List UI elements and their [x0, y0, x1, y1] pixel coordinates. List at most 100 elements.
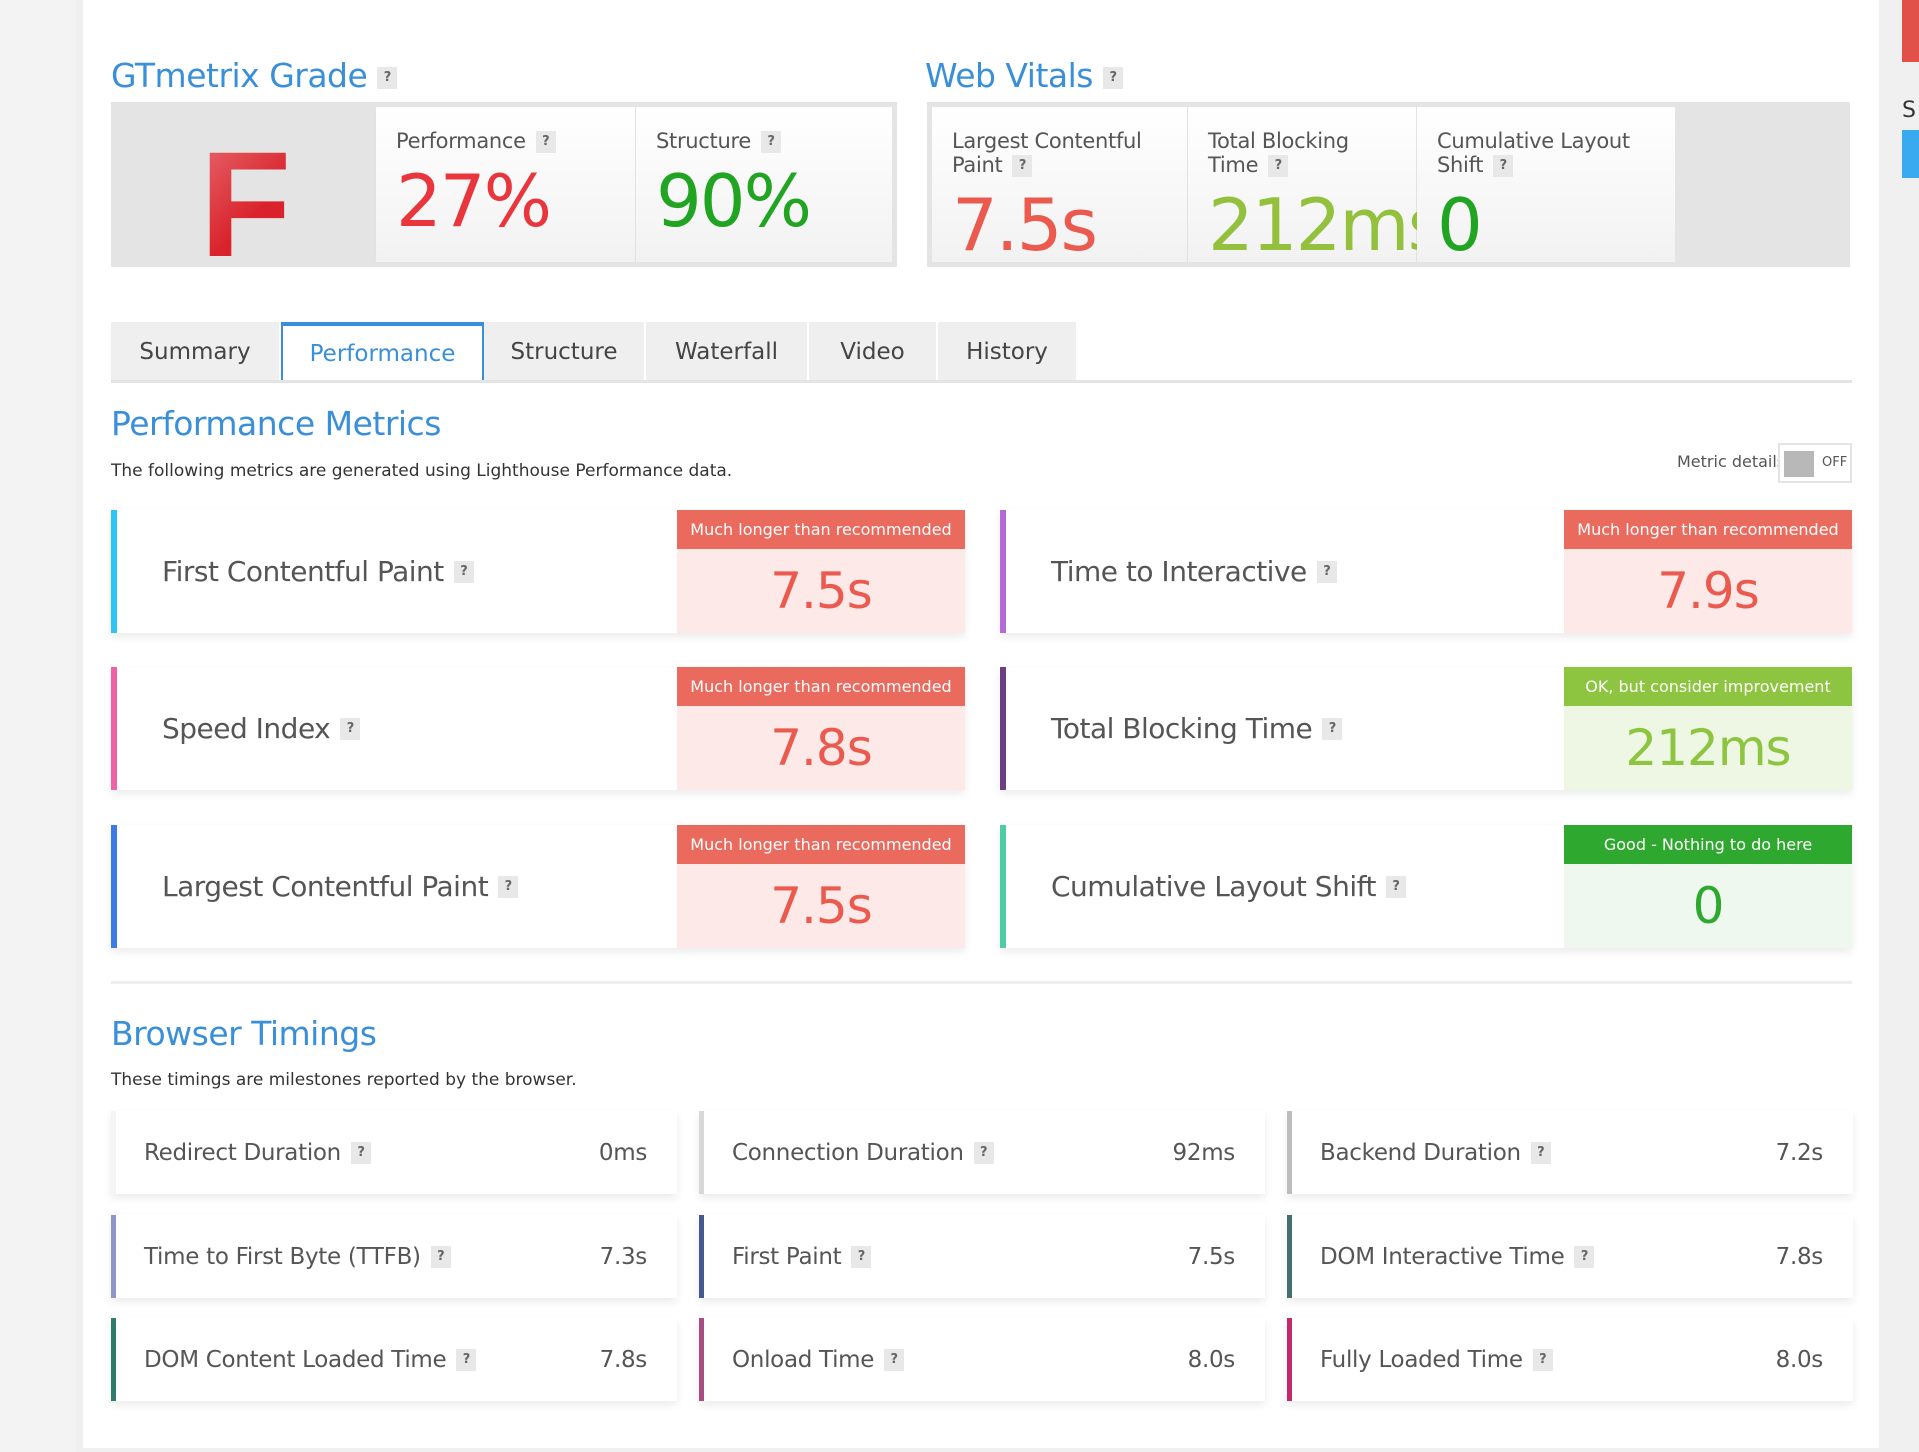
- help-icon[interactable]: ?: [1532, 1349, 1553, 1371]
- tab-video[interactable]: Video: [809, 322, 938, 382]
- metric-value: 7.8s: [677, 706, 965, 790]
- gtmetrix-grade-title: GTmetrix Grade: [111, 56, 368, 95]
- metric-badge: Much longer than recommended 7.5s: [677, 510, 965, 633]
- help-icon[interactable]: ?: [430, 1246, 451, 1268]
- metric-card-cumulative-layout-shift: Cumulative Layout Shift? Good - Nothing …: [1000, 825, 1852, 948]
- timing-value: 7.3s: [599, 1243, 648, 1270]
- performance-metrics-subtitle: The following metrics are generated usin…: [111, 461, 733, 481]
- timing-value: 7.8s: [1775, 1243, 1824, 1270]
- timing-name-row: Backend Duration?: [1320, 1140, 1776, 1166]
- structure-value: 90%: [656, 159, 812, 243]
- timing-name: Connection Duration: [732, 1139, 964, 1166]
- tab-summary[interactable]: Summary: [111, 322, 281, 382]
- timing-card-onload-time: Onload Time? 8.0s: [699, 1318, 1265, 1401]
- browser-timings-heading: Browser Timings: [111, 1014, 377, 1053]
- timing-name: DOM Interactive Time: [1320, 1243, 1565, 1270]
- timing-name: Backend Duration: [1320, 1139, 1521, 1166]
- vital-label-row: Total Blocking Time?: [1208, 129, 1396, 177]
- help-icon[interactable]: ?: [1012, 155, 1033, 177]
- tab-structure[interactable]: Structure: [484, 322, 646, 382]
- metric-card-time-to-interactive: Time to Interactive? Much longer than re…: [1000, 510, 1852, 633]
- vital-total-blocking-time: Total Blocking Time? 212ms: [1188, 107, 1445, 267]
- help-icon[interactable]: ?: [1268, 155, 1289, 177]
- help-icon[interactable]: ?: [377, 66, 398, 89]
- timing-card-dom-content-loaded-time: DOM Content Loaded Time? 7.8s: [111, 1318, 677, 1401]
- side-share-label-fragment: S: [1902, 98, 1916, 123]
- vital-value: 0: [1437, 183, 1483, 267]
- timing-name-row: Fully Loaded Time?: [1320, 1347, 1776, 1373]
- timing-name-row: First Paint?: [732, 1244, 1188, 1270]
- twitter-share-button[interactable]: [1902, 130, 1919, 178]
- vital-value: 212ms: [1208, 183, 1445, 267]
- help-icon[interactable]: ?: [456, 1349, 477, 1371]
- timing-card-redirect-duration: Redirect Duration? 0ms: [111, 1111, 677, 1194]
- metric-details-toggle[interactable]: OFF: [1778, 443, 1852, 483]
- help-icon[interactable]: ?: [1530, 1142, 1551, 1164]
- metric-value: 0: [1564, 864, 1852, 948]
- help-icon[interactable]: ?: [340, 717, 361, 740]
- timing-name-row: Connection Duration?: [732, 1140, 1173, 1166]
- help-icon[interactable]: ?: [350, 1142, 371, 1164]
- vital-largest-contentful-paint: Largest Contentful Paint? 7.5s: [932, 107, 1188, 262]
- metric-value: 7.5s: [677, 549, 965, 633]
- help-icon[interactable]: ?: [498, 875, 519, 898]
- help-icon[interactable]: ?: [1385, 875, 1406, 898]
- web-vitals-heading: Web Vitals?: [925, 56, 1123, 95]
- timing-name: First Paint: [732, 1243, 842, 1270]
- gtmetrix-grade-heading: GTmetrix Grade?: [111, 56, 398, 95]
- timing-card-fully-loaded-time: Fully Loaded Time? 8.0s: [1287, 1318, 1853, 1401]
- web-vitals-box: Largest Contentful Paint? 7.5s Total Block…: [927, 102, 1850, 267]
- structure-score: Structure? 90%: [636, 107, 892, 262]
- left-gutter: [0, 0, 76, 1452]
- tab-waterfall[interactable]: Waterfall: [646, 322, 809, 382]
- help-icon[interactable]: ?: [453, 560, 474, 583]
- report-tabs: Summary Performance Structure Waterfall Vide…: [111, 322, 1078, 382]
- performance-label: Performance: [396, 129, 526, 153]
- metric-name-row: Largest Contentful Paint?: [117, 825, 677, 948]
- help-icon[interactable]: ?: [1102, 66, 1123, 89]
- metric-name-row: Cumulative Layout Shift?: [1006, 825, 1564, 948]
- vital-value: 7.5s: [952, 183, 1098, 267]
- timing-card-connection-duration: Connection Duration? 92ms: [699, 1111, 1265, 1194]
- help-icon[interactable]: ?: [1574, 1246, 1595, 1268]
- timing-name: Redirect Duration: [144, 1139, 341, 1166]
- metric-badge: Much longer than recommended 7.8s: [677, 667, 965, 790]
- timing-name-row: Onload Time?: [732, 1347, 1188, 1373]
- help-icon[interactable]: ?: [1493, 155, 1514, 177]
- metric-name: Largest Contentful Paint: [162, 870, 489, 903]
- metric-card-largest-contentful-paint: Largest Contentful Paint? Much longer th…: [111, 825, 965, 948]
- metric-details-label: Metric details: [1677, 452, 1786, 471]
- tab-history[interactable]: History: [938, 322, 1078, 382]
- vital-label-row: Cumulative Layout Shift?: [1437, 129, 1655, 177]
- web-vitals-title: Web Vitals: [925, 56, 1093, 95]
- tab-performance[interactable]: Performance: [281, 322, 484, 382]
- timing-card-dom-interactive-time: DOM Interactive Time? 7.8s: [1287, 1215, 1853, 1298]
- metric-value: 212ms: [1564, 706, 1852, 790]
- metric-name-row: Total Blocking Time?: [1006, 667, 1564, 790]
- timing-name-row: Redirect Duration?: [144, 1140, 599, 1166]
- timing-value: 92ms: [1172, 1139, 1236, 1166]
- metric-status-text: Much longer than recommended: [677, 825, 965, 864]
- structure-label: Structure: [656, 129, 751, 153]
- metric-card-speed-index: Speed Index? Much longer than recommende…: [111, 667, 965, 790]
- metric-name: Total Blocking Time: [1051, 712, 1313, 745]
- browser-timings-subtitle: These timings are milestones reported by…: [111, 1070, 577, 1090]
- grade-box: F Performance? 27% Structure? 90%: [111, 102, 897, 279]
- timing-value: 7.8s: [599, 1346, 648, 1373]
- metric-name-row: Speed Index?: [117, 667, 677, 790]
- help-icon[interactable]: ?: [851, 1246, 872, 1268]
- metric-name-row: First Contentful Paint?: [117, 510, 677, 633]
- help-icon[interactable]: ?: [1322, 717, 1343, 740]
- performance-value: 27%: [396, 159, 552, 243]
- help-icon[interactable]: ?: [884, 1349, 905, 1371]
- timing-value: 0ms: [598, 1139, 647, 1166]
- help-icon[interactable]: ?: [1316, 560, 1337, 583]
- help-icon[interactable]: ?: [973, 1142, 994, 1164]
- section-divider: [111, 981, 1852, 984]
- help-icon[interactable]: ?: [761, 131, 781, 153]
- side-action-button[interactable]: [1902, 0, 1919, 62]
- timing-value: 7.2s: [1775, 1139, 1824, 1166]
- performance-score: Performance? 27%: [376, 107, 636, 262]
- help-icon[interactable]: ?: [535, 131, 556, 153]
- metric-value: 7.5s: [677, 864, 965, 948]
